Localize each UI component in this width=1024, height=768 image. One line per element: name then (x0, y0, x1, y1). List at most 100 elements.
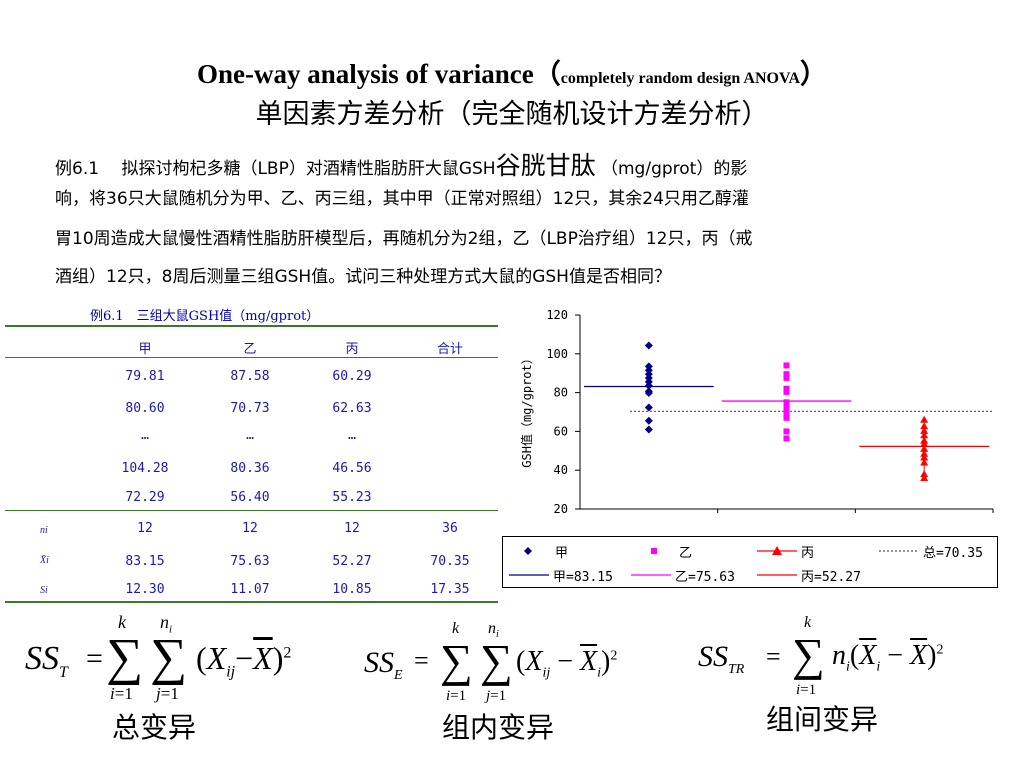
table-header-total: 合计 (436, 342, 463, 357)
table-top-rule (5, 325, 498, 327)
y-tick-label: 80 (554, 386, 568, 400)
y-axis-label: GSH值（mg/gprot） (519, 352, 534, 467)
table-cell: 80.36 (230, 461, 270, 476)
data-point (783, 407, 790, 414)
sigma-symbol: ∑ (480, 635, 513, 686)
data-point (920, 440, 929, 448)
title-en: One-way analysis of variance（completely … (0, 52, 1024, 91)
table-bottom-rule (5, 601, 498, 603)
table-cell: 56.40 (230, 490, 270, 505)
data-point (644, 388, 653, 397)
legend-label-jia: 甲 (555, 546, 569, 561)
data-point (920, 422, 929, 430)
table-cell: 75.63 (230, 554, 270, 569)
line-icon (757, 574, 797, 576)
table-cell: … (348, 428, 356, 443)
table-cell: 12.30 (125, 582, 165, 597)
stat-label-n: ni (40, 525, 48, 536)
data-point (644, 403, 653, 412)
title-en-open: （ (533, 59, 561, 89)
legend-label-mean-bing: 丙=52.27 (801, 570, 861, 585)
problem-line-1a: 例6.1 拟探讨枸杞多糖（LBP）对酒精性脂肪肝大鼠GSH (55, 159, 496, 179)
table-cell: 12 (344, 521, 360, 536)
sigma-symbol: ∑ (150, 629, 188, 686)
table-caption: 例6.1 三组大鼠GSH值（mg/gprot） (90, 309, 320, 324)
sst-symbol: SST (25, 640, 68, 681)
data-point (783, 374, 790, 381)
table-cell: 79.81 (125, 369, 165, 384)
table-cell: 52.27 (332, 554, 372, 569)
sigma-symbol: ∑ (792, 629, 825, 680)
data-point (920, 458, 929, 466)
y-tick-label: 40 (554, 463, 568, 477)
table-cell: 62.63 (332, 401, 372, 416)
caption-between-variation: 组间变异 (766, 703, 879, 736)
equals-sign: = (86, 642, 103, 675)
table-cell: 70.73 (230, 401, 270, 416)
table-header-jia: 甲 (138, 342, 152, 357)
sum-upper-k: k (452, 620, 460, 637)
data-point (644, 381, 653, 390)
data-point (783, 362, 790, 369)
data-point (783, 385, 790, 392)
data-point (783, 403, 790, 410)
data-point (783, 388, 790, 395)
line-icon (509, 574, 549, 576)
data-point (920, 473, 929, 481)
sum-lower-i: i=1 (796, 682, 817, 698)
legend-label-bing: 丙 (801, 546, 815, 561)
sse-symbol: SSE (364, 646, 403, 683)
caption-within-variation: 组内变异 (442, 711, 555, 744)
sum-upper-ni: ni (488, 620, 499, 641)
legend-label-yi: 乙 (679, 546, 693, 561)
table-stats-rule (5, 510, 498, 511)
data-point (920, 426, 929, 434)
data-point (920, 453, 929, 461)
gsh-scatter-chart: 20 40 60 80 100 120 GSH值（mg/gprot） (519, 308, 994, 516)
data-point (920, 470, 929, 478)
problem-line-4: 酒组）12只，8周后测量三组GSH值。试问三种处理方式大鼠的GSH值是否相同？ (55, 267, 671, 287)
line-icon (631, 574, 671, 576)
stat-label-mean: X̄i (40, 555, 49, 566)
title-cn: 单因素方差分析（完全随机设计方差分析） (255, 99, 769, 130)
problem-line-2: 响，将36只大鼠随机分为甲、乙、丙三组，其中甲（正常对照组）12只，其余24只用… (55, 189, 749, 209)
chart-legend: 甲 乙 丙 总=70.35 甲=83.15 乙=75.63 丙=52.27 (502, 536, 998, 588)
sigma-symbol: ∑ (440, 635, 473, 686)
table-cell: 70.35 (430, 554, 470, 569)
table-cell: 12 (242, 521, 258, 536)
y-tick-label: 120 (546, 308, 568, 322)
data-point (644, 416, 653, 425)
table-cell: 60.29 (332, 369, 372, 384)
data-point (920, 449, 929, 457)
table-header-bing: 丙 (345, 342, 359, 357)
data-point (920, 431, 929, 439)
legend-label-overall: 总=70.35 (923, 546, 983, 561)
sum-lower-i: i=1 (110, 684, 133, 703)
data-point (644, 341, 653, 350)
equals-sign: = (414, 646, 429, 675)
legend-label-mean-yi: 乙=75.63 (675, 570, 735, 585)
table-cell: 83.15 (125, 554, 165, 569)
data-point (783, 435, 790, 442)
sum-lower-j: j=1 (486, 688, 507, 704)
sstr-body: ni(Xi − X)2 (832, 640, 944, 675)
table-cell: 12 (137, 521, 153, 536)
data-point (644, 425, 653, 434)
table-cell: 17.35 (430, 582, 470, 597)
problem-line-1-big: 谷胱甘肽 (495, 151, 596, 180)
table-cell: 72.29 (125, 490, 165, 505)
data-point (920, 415, 929, 423)
sst-body: (Xij−X)2 (196, 640, 292, 681)
equals-sign: = (766, 642, 781, 671)
y-tick-label: 100 (546, 347, 568, 361)
dotted-line-icon (879, 550, 919, 552)
sum-upper-k: k (118, 612, 126, 632)
table-cell: 55.23 (332, 490, 372, 505)
table-header-rule (5, 357, 498, 358)
problem-line-1: 例6.1 拟探讨枸杞多糖（LBP）对酒精性脂肪肝大鼠GSH谷胱甘肽 （mg/gp… (55, 146, 985, 182)
table-cell: 87.58 (230, 369, 270, 384)
data-point (783, 414, 790, 421)
diamond-marker-icon (524, 547, 532, 555)
table-cell: 10.85 (332, 582, 372, 597)
data-point (783, 428, 790, 435)
